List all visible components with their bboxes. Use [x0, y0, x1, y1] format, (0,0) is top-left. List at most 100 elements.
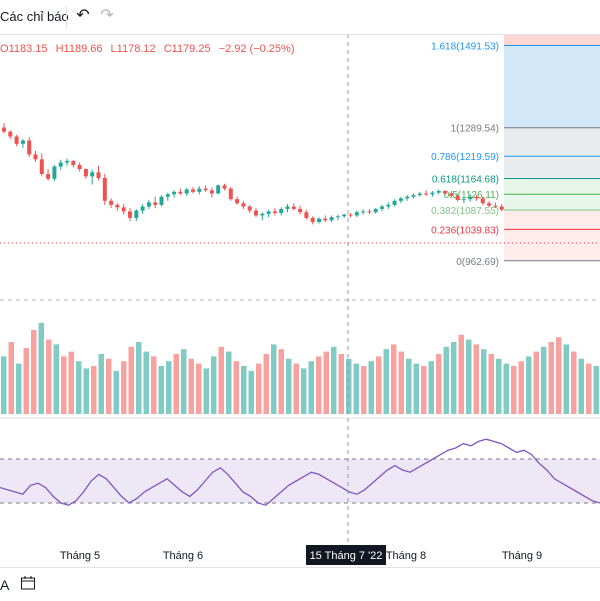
- volume-bar: [218, 346, 224, 414]
- volume-bar: [301, 368, 307, 414]
- volume-bar: [61, 356, 67, 414]
- top-toolbar: Các chỉ báo ↶ ↷: [0, 0, 600, 35]
- volume-bar: [406, 358, 412, 414]
- volume-bar: [593, 366, 599, 414]
- volume-bar: [293, 363, 299, 414]
- candle-body: [348, 214, 353, 216]
- redo-icon[interactable]: ↷: [100, 7, 114, 24]
- volume-bar: [256, 363, 262, 414]
- volume-bar: [211, 356, 217, 414]
- date-range-icon[interactable]: [20, 575, 42, 593]
- candle-body: [474, 196, 479, 199]
- candle-body: [83, 169, 88, 177]
- bottom-toolbar: A: [0, 567, 600, 601]
- low-value: 1178.12: [117, 43, 156, 55]
- volume-bar: [151, 356, 157, 414]
- candle-body: [71, 160, 76, 165]
- volume-bars: [1, 322, 599, 414]
- volume-bar: [188, 358, 194, 414]
- volume-bar: [308, 361, 314, 414]
- indicators-button[interactable]: Các chỉ báo: [0, 9, 69, 24]
- volume-bar: [578, 358, 584, 414]
- volume-bar: [443, 346, 449, 414]
- auto-scale-button[interactable]: A: [0, 577, 10, 593]
- fib-levels: 1.618(1491.53) 1(1289.54) 0.786(1219.59) 0.…: [431, 42, 600, 268]
- candle-body: [279, 208, 284, 214]
- volume-bar: [376, 356, 382, 414]
- volume-bar: [271, 344, 277, 414]
- volume-bar: [548, 342, 554, 414]
- candle-body: [430, 192, 435, 195]
- fib-level-label: 0.382(1087.55): [431, 206, 499, 217]
- volume-bar: [586, 363, 592, 414]
- rsi-pane: [0, 438, 600, 506]
- volume-bar: [361, 366, 367, 414]
- candle-body: [140, 206, 145, 211]
- volume-bar: [481, 349, 487, 414]
- volume-bar: [473, 344, 479, 414]
- volume-bar: [458, 334, 464, 414]
- candle-body: [203, 188, 208, 191]
- volume-bar: [173, 354, 179, 414]
- volume-bar: [556, 337, 562, 414]
- volume-bar: [53, 344, 59, 414]
- candle-body: [241, 203, 246, 207]
- volume-bar: [368, 361, 374, 414]
- candle-body: [178, 191, 183, 194]
- fib-level-label: 0.5(1126.11): [444, 190, 499, 201]
- candle-body: [159, 196, 164, 205]
- volume-bar: [503, 363, 509, 414]
- ohlc-readout: O1183.15 H1189.66 L1178.12 C1179.25 −2.9…: [0, 43, 295, 55]
- candle-body: [222, 185, 227, 189]
- volume-bar: [526, 356, 532, 414]
- volume-bar: [466, 339, 472, 414]
- volume-bar: [203, 368, 209, 414]
- change-value: −2.92 (−0.25%): [219, 43, 295, 55]
- volume-bar: [331, 346, 337, 414]
- candle-body: [14, 136, 19, 144]
- candle-body: [335, 216, 340, 218]
- candle-body: [443, 191, 447, 194]
- candle-body: [77, 164, 82, 170]
- low-label: L: [111, 43, 117, 55]
- candles: [2, 123, 504, 225]
- volume-bar: [338, 354, 344, 414]
- volume-bar: [496, 358, 502, 414]
- volume-bar: [383, 349, 389, 414]
- candle-body: [153, 202, 158, 205]
- candle-body: [380, 206, 384, 209]
- candle-body: [209, 190, 214, 194]
- open-value: 1183.15: [9, 43, 48, 55]
- undo-icon[interactable]: ↶: [76, 7, 90, 24]
- volume-bar: [83, 368, 89, 414]
- volume-bar: [23, 348, 29, 414]
- volume-bar: [428, 361, 434, 414]
- ohlc-legend: O1183.15 H1189.66 L1178.12 C1179.25 −2.9…: [0, 43, 295, 55]
- candle-body: [487, 203, 492, 206]
- volume-bar: [1, 356, 7, 414]
- rsi-line: [0, 438, 600, 506]
- fib-zones: [504, 34, 600, 261]
- close-label: C: [164, 43, 172, 55]
- volume-bar: [263, 354, 269, 414]
- candle-body: [247, 206, 252, 211]
- volume-bar: [241, 366, 247, 414]
- volume-bar: [8, 342, 14, 414]
- candle-body: [235, 199, 240, 204]
- candle-body: [285, 206, 290, 209]
- volume-bar: [76, 361, 82, 414]
- candle-body: [90, 172, 95, 177]
- x-axis: Tháng 5 Tháng 6 Tháng 8 Tháng 9: [60, 550, 542, 562]
- volume-bar: [106, 358, 112, 414]
- volume-bar: [226, 351, 232, 414]
- candle-body: [20, 140, 25, 144]
- volume-bar: [31, 330, 37, 414]
- volume-bar: [98, 354, 104, 414]
- candle-body: [329, 217, 334, 221]
- candle-body: [260, 213, 265, 216]
- candle-body: [46, 173, 51, 179]
- x-axis-label: Tháng 9: [502, 550, 542, 562]
- volume-bar: [571, 351, 577, 414]
- candle-body: [291, 206, 296, 209]
